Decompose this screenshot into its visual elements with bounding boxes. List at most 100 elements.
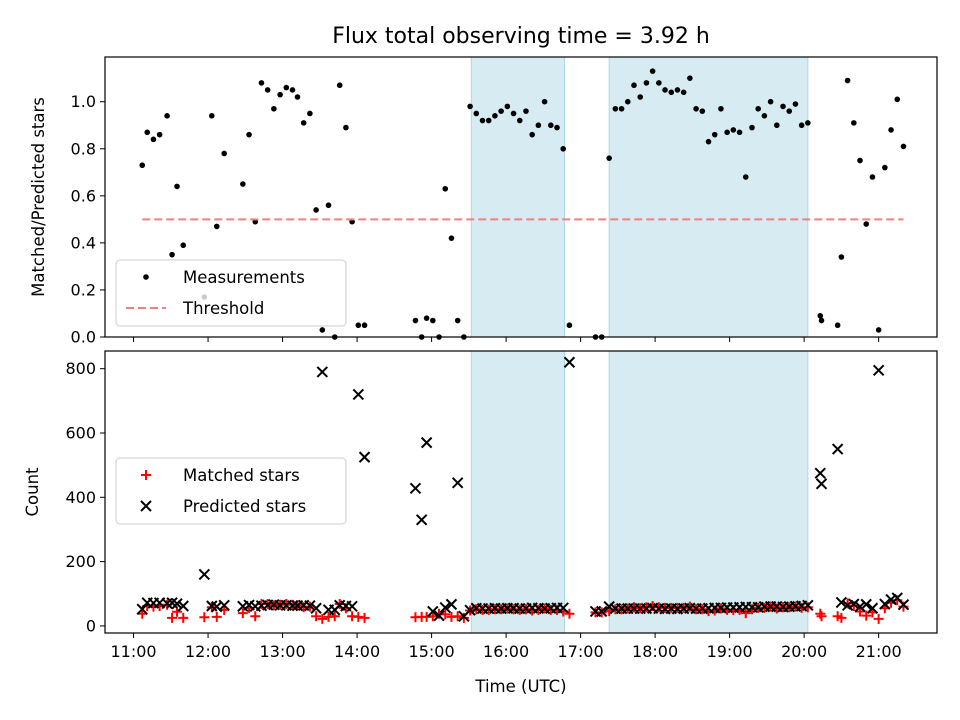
matched-star-point [311,611,322,622]
measurement-point [786,108,793,114]
matched-star-point [237,608,248,619]
x-tick-label: 18:00 [632,642,678,661]
measurement-point [780,103,786,110]
measurement-point [412,317,419,324]
measurement-point [473,110,480,117]
matched-star-point [740,608,751,619]
predicted-star-point [433,609,445,622]
legend-label: Predicted stars [183,497,306,516]
measurement-point [355,322,362,329]
measurement-point [699,108,706,114]
measurement-point [319,327,326,333]
x-tick-label: 15:00 [409,642,455,661]
matched-star-point [440,609,451,620]
measurement-point [680,89,687,96]
predicted-star-point [136,603,148,615]
measurement-point [139,162,146,169]
measurement-point [169,251,175,258]
measurement-point [863,221,870,227]
predicted-star-point [358,451,371,463]
measurement-point [637,94,644,100]
chart-title: Flux total observing time = 3.92 h [332,24,710,49]
plot-frame [104,56,938,338]
measurement-point [755,105,761,112]
measurement-point [656,80,662,86]
measurement-point [325,202,332,209]
y-tick-label: 0.4 [71,233,96,252]
predicted-star-point [171,598,183,610]
measurement-point [711,131,718,138]
measurement-point [649,68,656,74]
legend-label: Threshold [182,299,264,318]
measurement-point [535,122,542,129]
measurement-point [761,113,768,119]
legend-box [115,457,347,525]
measurement-point [516,117,523,124]
x-tick-label: 16:00 [483,642,529,661]
predicted-star-point [879,598,891,610]
matched-star-point [855,606,866,617]
measurement-point [742,174,749,180]
y-tick-label: 600 [65,423,96,442]
measurement-point [208,113,215,119]
observing-window-1 [470,350,565,634]
measurement-point [423,315,430,321]
measurement-point [529,131,535,138]
measurement-point [857,157,863,164]
measurement-point [258,80,265,86]
predicted-star-point [427,605,439,618]
measurement-point [730,127,737,133]
measurement-point [674,87,681,93]
measurement-point [343,124,349,131]
measurement-point [612,105,619,112]
predicted-star-point [464,604,476,616]
measurement-point [294,94,301,100]
measurement-point [792,101,799,107]
predicted-star-point [866,602,879,614]
measurement-point [300,120,307,126]
measurement-point [498,108,504,114]
measurement-point [875,327,882,333]
measurement-point [736,129,743,136]
measurement-point [307,110,313,117]
measurement-point [805,120,811,126]
predicted-star-point [198,568,211,581]
measurement-point [361,322,368,329]
predicted-star-point [603,600,615,613]
predicted-star-point [872,364,885,377]
legend-measurement-swatch [143,274,149,280]
measurement-point [271,105,277,112]
measurement-point [724,129,730,136]
predicted-star-point [445,598,458,611]
matched-star-point [564,608,575,619]
matched-star-point [458,612,469,623]
measurement-point [504,103,511,110]
legend-label: Matched stars [183,466,300,485]
plot-frame [104,350,938,634]
measurement-point [554,124,560,131]
measurement-point [560,145,567,152]
measurement-point [336,82,343,89]
x-tick-label: 21:00 [856,642,902,661]
measurement-point [246,131,252,138]
matched-star-point [172,606,183,617]
matched-star-point [250,611,261,622]
predicted-star-point [415,514,428,526]
measurement-point [213,223,220,230]
measurement-point [705,138,712,145]
measurement-point [454,317,461,324]
predicted-star-point [439,601,451,614]
x-tick-label: 19:00 [707,642,753,661]
measurement-point [631,82,637,89]
matched-star-point [861,610,872,621]
y-tick-label: 400 [65,488,96,507]
measurement-point [888,127,894,133]
ratio-y-axis-label: Matched/Predicted stars [29,97,48,297]
predicted-star-point [352,388,365,401]
predicted-star-point [346,600,358,613]
predicted-star-point [835,596,848,609]
predicted-star-point [557,602,569,614]
y-tick-label: 0 [86,616,96,635]
measurement-point [869,174,876,180]
